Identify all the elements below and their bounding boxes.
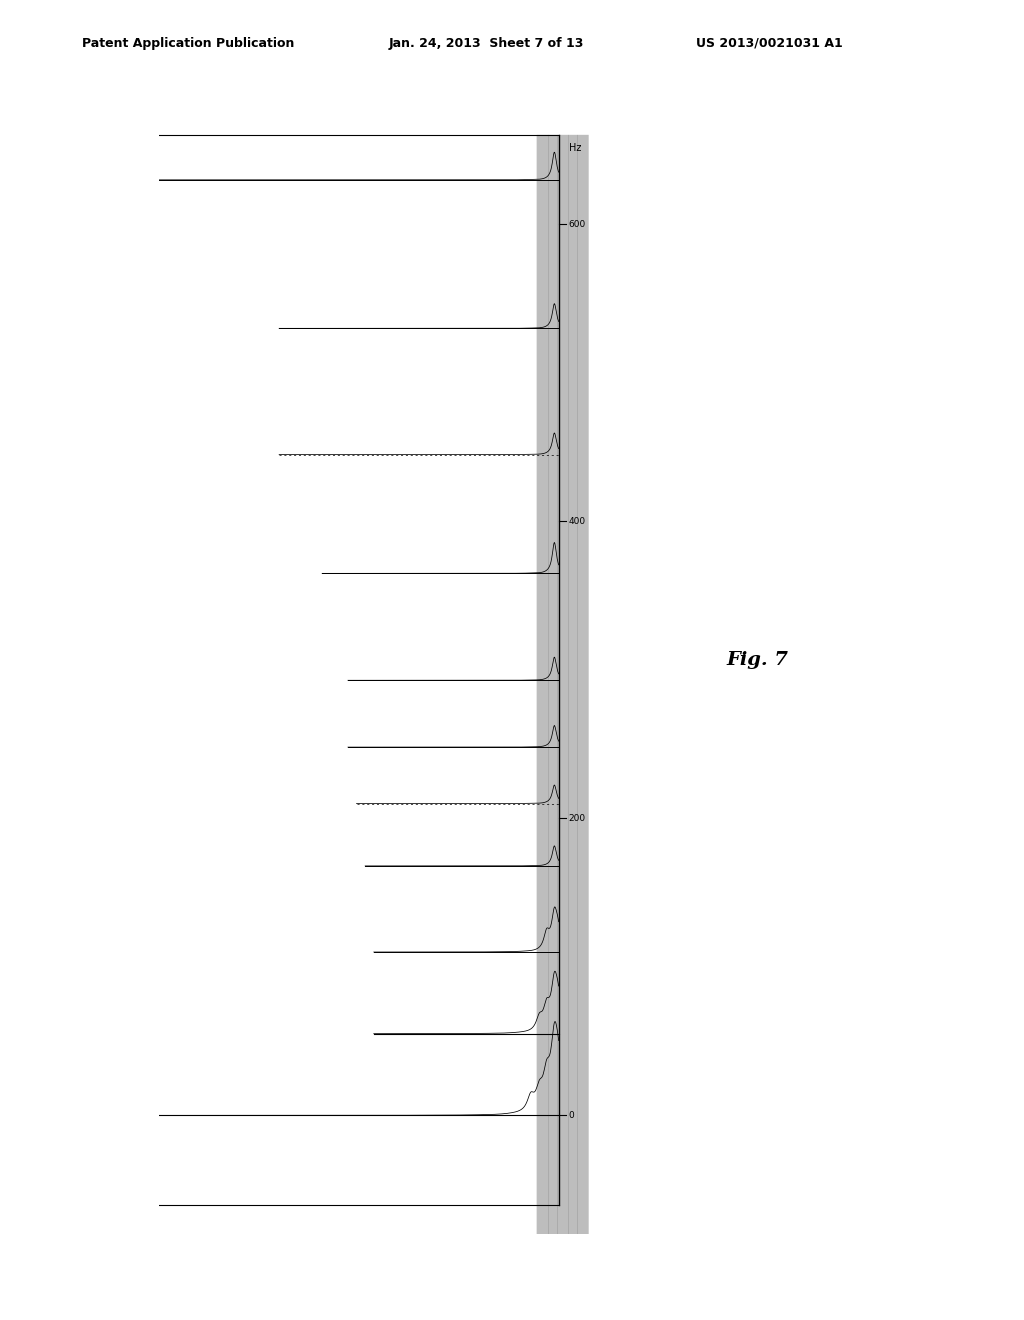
Text: Patent Application Publication: Patent Application Publication: [82, 37, 294, 50]
Text: 0: 0: [568, 1111, 574, 1119]
Text: 400: 400: [568, 517, 586, 525]
Text: Fig. 7: Fig. 7: [727, 651, 788, 669]
Text: 200: 200: [568, 814, 586, 822]
Text: US 2013/0021031 A1: US 2013/0021031 A1: [696, 37, 843, 50]
Text: 600: 600: [568, 220, 586, 228]
Text: Hz: Hz: [568, 143, 581, 153]
Text: Jan. 24, 2013  Sheet 7 of 13: Jan. 24, 2013 Sheet 7 of 13: [389, 37, 585, 50]
